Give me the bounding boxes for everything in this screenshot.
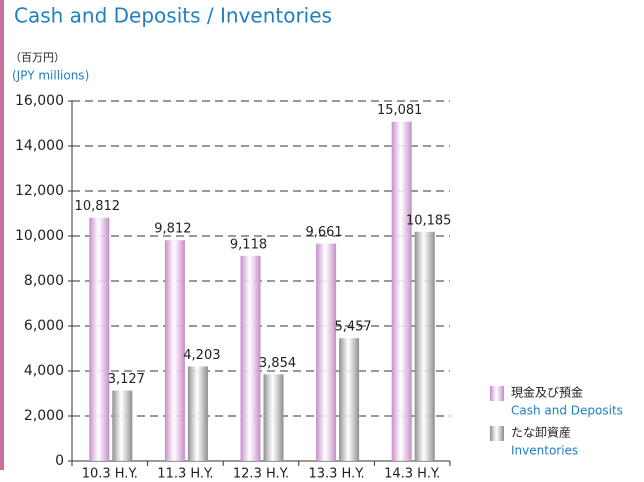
x-tick-label: 13.3 H.Y. [308,467,364,482]
y-tick-label: 16,000 [15,93,64,109]
side-stripe [0,0,4,470]
y-tick-label: 12,000 [15,183,64,199]
y-tick-label: 0 [55,453,64,469]
y-tick-label: 14,000 [15,138,64,154]
data-label: 9,661 [305,225,342,240]
bar [391,121,412,462]
x-tick-label: 14.3 H.Y. [384,467,440,482]
legend-label-ja: たな卸資産 [511,425,571,440]
x-tick-label: 11.3 H.Y. [157,467,213,482]
legend-label-ja: 現金及び預金 [511,385,583,400]
data-label: 9,812 [154,222,191,237]
bar [240,255,261,461]
bar [164,240,185,461]
data-label: 5,457 [334,320,371,335]
bar [339,338,360,461]
legend-label: Cash and Deposits [511,404,623,418]
unit-en: (JPY millions) [12,69,89,83]
bar [414,231,435,461]
legend-swatch [490,386,504,401]
legend-label: Inventories [511,444,578,458]
y-tick-label: 10,000 [15,228,64,244]
data-label: 3,127 [108,372,145,387]
bar [112,390,133,461]
data-label: 4,203 [183,348,220,363]
x-tick-label: 12.3 H.Y. [233,467,289,482]
y-tick-label: 2,000 [24,408,64,424]
y-tick-label: 6,000 [24,318,64,334]
data-label: 3,854 [259,356,296,371]
unit-ja: （百万円） [10,51,65,64]
x-tick-label: 10.3 H.Y. [82,467,138,482]
bar [316,243,337,461]
data-label: 9,118 [230,237,267,252]
y-tick-label: 4,000 [24,363,64,379]
bar [263,374,284,461]
legend-swatch [490,426,504,441]
data-label: 15,081 [377,103,423,118]
bar [187,366,208,461]
data-label: 10,812 [75,199,121,214]
data-label: 10,185 [406,213,452,228]
chart-title: Cash and Deposits / Inventories [14,4,332,28]
bar [89,217,110,461]
y-tick-label: 8,000 [24,273,64,289]
